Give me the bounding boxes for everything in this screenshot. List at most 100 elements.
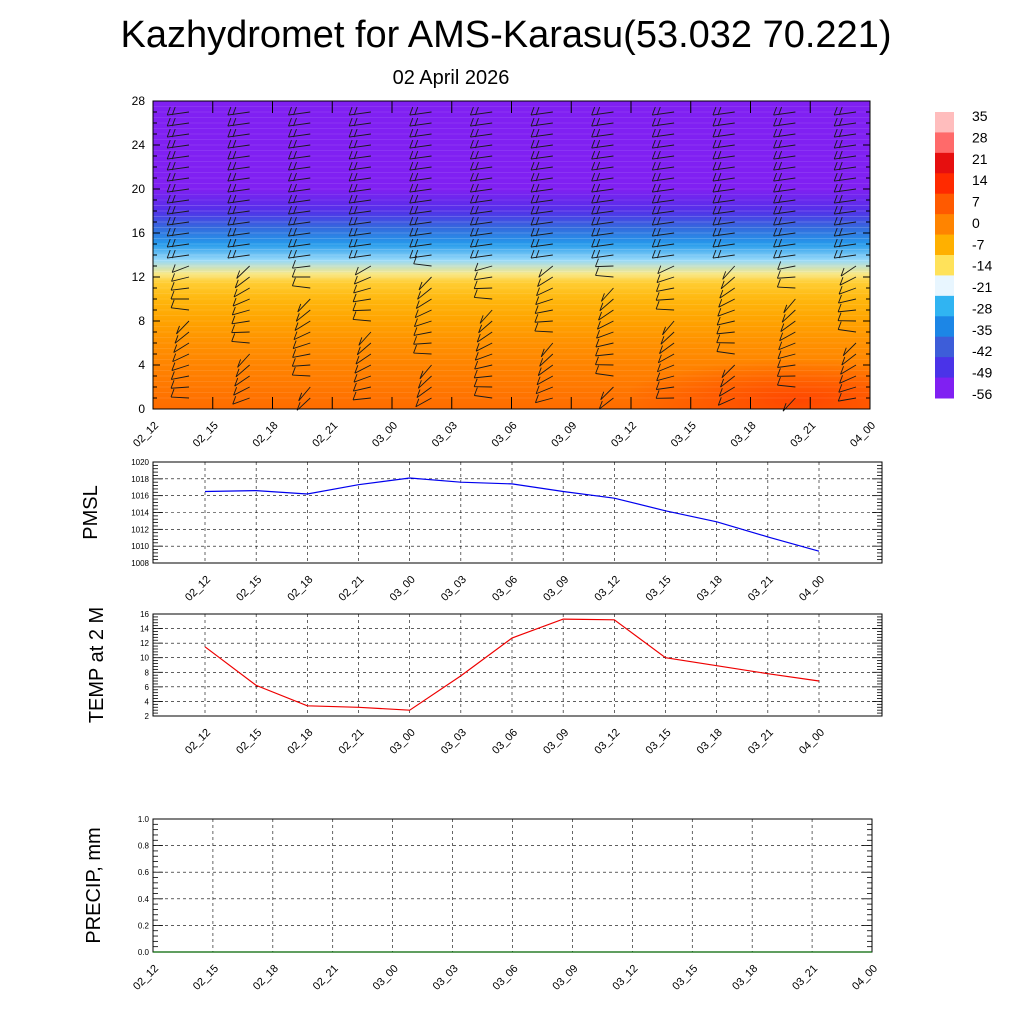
wind-barb: [232, 297, 237, 307]
wind-barb: [288, 210, 311, 215]
wind-barb: [227, 133, 250, 138]
wind-barb: [166, 249, 171, 259]
wind-barb: [591, 183, 596, 193]
wind-barb: [773, 232, 796, 237]
wind-barb: [656, 183, 661, 193]
wind-barb: [409, 133, 432, 138]
colorbar-segment: [935, 214, 954, 236]
wind-barb: [171, 227, 176, 237]
wind-barb: [842, 347, 847, 356]
wind-barb: [712, 238, 717, 248]
wind-barb: [773, 177, 796, 182]
wind-barb: [833, 172, 838, 182]
wind-barb: [712, 221, 735, 226]
colorbar-segment: [935, 255, 954, 276]
wind-barb: [349, 199, 371, 204]
wind-barb: [535, 205, 540, 215]
wind-barb: [227, 205, 232, 215]
wind-barb: [773, 166, 796, 171]
wind-barb: [838, 397, 857, 402]
wind-barb: [773, 216, 777, 226]
wind-barb: [839, 375, 857, 384]
wind-barb: [172, 265, 190, 273]
x-tick-label: 03_09: [549, 420, 579, 450]
wind-barb: [288, 249, 292, 259]
wind-barb: [469, 194, 474, 204]
x-tick-label: 03_21: [790, 963, 820, 993]
wind-barb: [839, 276, 857, 286]
y-tick-label: 0.6: [138, 868, 150, 877]
colorbar-segment: [935, 295, 954, 317]
wind-barb: [474, 276, 493, 281]
wind-barb: [414, 320, 432, 327]
wind-barb: [530, 111, 553, 116]
x-tick-label: 03_00: [388, 574, 418, 604]
wind-barb: [778, 128, 782, 138]
wind-barb: [414, 161, 419, 171]
wind-barb: [474, 262, 479, 272]
wind-barb: [293, 106, 297, 116]
wind-barb: [292, 340, 297, 349]
wind-barb: [720, 375, 736, 388]
wind-barb: [474, 172, 479, 182]
wind-barb: [591, 243, 614, 248]
y-tick-label: 1020: [131, 458, 149, 467]
wind-barb: [349, 166, 371, 171]
wind-barb: [591, 144, 614, 149]
wind-barb: [414, 238, 419, 248]
wind-barb: [171, 150, 176, 160]
wind-barb: [595, 265, 614, 268]
wind-barb: [479, 315, 484, 324]
wind-barb: [176, 320, 190, 335]
wind-barb: [478, 324, 483, 333]
wind-barb: [776, 368, 781, 377]
wind-barb: [353, 227, 358, 237]
wind-barb: [171, 249, 176, 259]
y-tick-label: 0.0: [138, 948, 150, 957]
wind-barb: [293, 161, 297, 171]
wind-barb: [596, 117, 601, 127]
wind-barb: [535, 298, 553, 305]
colorbar-segment: [935, 316, 954, 338]
wind-barb: [227, 254, 250, 259]
wind-barb: [656, 363, 661, 372]
wind-barb: [591, 150, 596, 160]
y-tick-label: 4: [138, 358, 145, 372]
wind-barb: [530, 188, 553, 193]
wind-barb: [838, 172, 843, 182]
pmsl-panel: 1008 1010 1012 1014 1016 1018 1020 02_12 02_15 02…: [80, 458, 883, 604]
colorbar-segment: [935, 377, 954, 399]
wind-barb: [409, 238, 414, 248]
wind-barb: [712, 199, 735, 204]
wind-barb: [469, 205, 474, 215]
wind-barb: [718, 397, 735, 406]
wind-barb: [718, 299, 723, 308]
wind-barb: [409, 188, 432, 193]
wind-barb: [469, 106, 474, 116]
wind-barb: [535, 117, 540, 127]
chart-subtitle: 02 April 2026: [393, 67, 510, 89]
wind-barb: [591, 254, 614, 259]
wind-barb: [530, 205, 535, 215]
wind-barb: [418, 375, 432, 389]
y-tick-label: 1018: [131, 475, 149, 484]
wind-barb: [656, 372, 661, 381]
wind-barb: [171, 161, 176, 171]
wind-barb: [414, 249, 419, 259]
wind-barb: [591, 133, 614, 138]
wind-barb: [409, 106, 414, 116]
wind-barb: [227, 232, 250, 237]
wind-barb: [353, 205, 358, 215]
wind-barb: [171, 264, 176, 273]
wind-barb: [470, 199, 493, 204]
wind-barb: [353, 238, 358, 248]
wind-barb: [291, 268, 296, 278]
wind-barb: [409, 150, 414, 160]
wind-barb: [712, 111, 735, 116]
wind-barb: [720, 378, 724, 388]
wind-barb: [414, 150, 419, 160]
wind-barb: [227, 227, 232, 237]
wind-barb: [834, 155, 857, 160]
wind-barb: [352, 293, 357, 302]
colorbar-segment: [935, 357, 954, 379]
